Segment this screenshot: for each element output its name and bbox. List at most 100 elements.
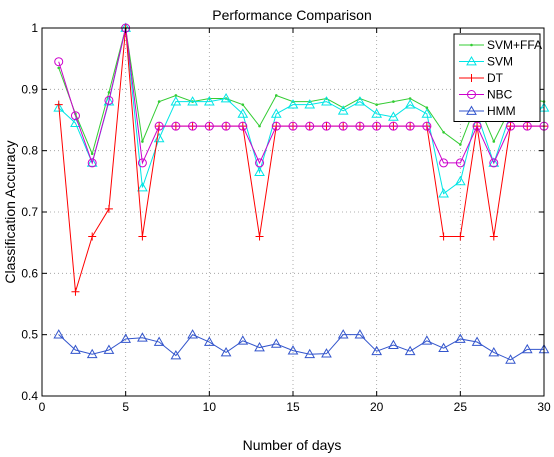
x-tick-label: 20 [370,400,384,414]
triangle-marker [86,157,98,167]
series-hmm [53,329,550,364]
triangle-marker [287,99,299,109]
triangle-marker [337,105,349,115]
circle-marker [338,121,348,131]
triangle-marker [438,342,449,353]
circle-marker [388,121,398,131]
circle-marker [472,121,482,131]
triangle-marker [237,335,249,345]
plus-marker [71,287,80,296]
triangle-marker [304,99,316,109]
triangle-marker [371,108,383,118]
circle-marker [87,158,97,168]
x-tick-label: 15 [286,400,300,414]
dot-marker [375,103,378,106]
triangle-marker [270,338,282,348]
triangle-marker [270,108,282,118]
circle-marker [154,121,164,131]
legend-label: HMM [487,104,516,118]
y-tick-label: 1 [31,21,38,35]
plus-marker [88,232,97,241]
circle-marker [422,121,432,131]
y-tick-label: 0.8 [21,144,38,158]
circle-marker [355,121,365,131]
triangle-marker [388,339,399,349]
circle-marker [522,121,532,131]
triangle-marker [337,329,349,339]
triangle-marker [404,345,416,356]
circle-marker [54,57,64,67]
legend-label: NBC [487,88,513,102]
triangle-marker [120,333,132,343]
triangle-marker [454,175,466,186]
circle-marker [204,121,214,131]
legend-label: DT [487,71,504,85]
triangle-marker [53,102,65,112]
circle-marker [506,121,516,131]
x-tick-label: 30 [537,400,551,414]
triangle-marker [254,166,265,177]
circle-marker [271,121,281,131]
triangle-marker [505,354,516,364]
triangle-marker [354,96,366,106]
x-tick-label: 5 [122,400,129,414]
plus-marker [54,100,63,109]
legend-label: SVM+FFA [487,38,542,52]
plus-marker [439,232,448,241]
triangle-marker [371,345,383,356]
triangle-marker [137,181,148,192]
dot-marker [408,97,412,100]
triangle-marker [203,96,215,106]
legend-item: SVM+FFA [459,38,542,52]
series-line [58,27,545,156]
y-tick-label: 0.5 [21,328,38,342]
dot-marker [392,100,395,103]
y-axis-title: Classification Accuracy [2,140,18,283]
triangle-marker [421,335,433,345]
triangle-marker [103,96,115,106]
y-tick-label: 0.7 [21,205,38,219]
circle-marker [255,158,265,168]
triangle-marker [203,336,215,346]
triangle-marker [521,343,533,354]
y-tick-label: 0.4 [21,389,38,403]
triangle-marker [471,336,483,346]
circle-marker [238,121,248,131]
legend-item: HMM [459,104,516,118]
dot-marker [57,66,61,70]
legend-item: NBC [459,88,513,102]
triangle-marker [321,96,332,106]
circle-marker [321,121,331,131]
circle-marker [305,121,315,131]
dot-marker [274,94,278,97]
triangle-marker [103,344,115,354]
triangle-marker [187,329,198,339]
circle-marker [467,90,476,99]
circle-marker [70,111,80,121]
legend-box [453,33,541,122]
plus-marker [138,232,147,241]
series-line [58,27,544,165]
x-axis-title: Number of days [243,437,342,453]
series-line [58,27,544,195]
dot-marker [442,130,445,134]
dot-marker [90,152,94,156]
legend-item: DT [459,71,504,85]
plus-marker [104,204,113,213]
x-tick-label: 0 [39,400,46,414]
y-tick-label: 0.9 [21,82,38,96]
triangle-marker [438,188,449,198]
dot-marker [157,100,161,103]
triangle-marker [287,345,299,355]
triangle-marker [220,93,232,103]
plus-marker [255,232,264,241]
y-tick-label: 0.6 [21,266,38,280]
circle-marker [188,121,198,131]
triangle-marker [170,350,182,360]
triangle-marker [454,333,466,343]
circle-marker [137,158,147,168]
triangle-marker [488,157,500,167]
triangle-marker [137,332,148,342]
x-tick-label: 10 [203,400,217,414]
